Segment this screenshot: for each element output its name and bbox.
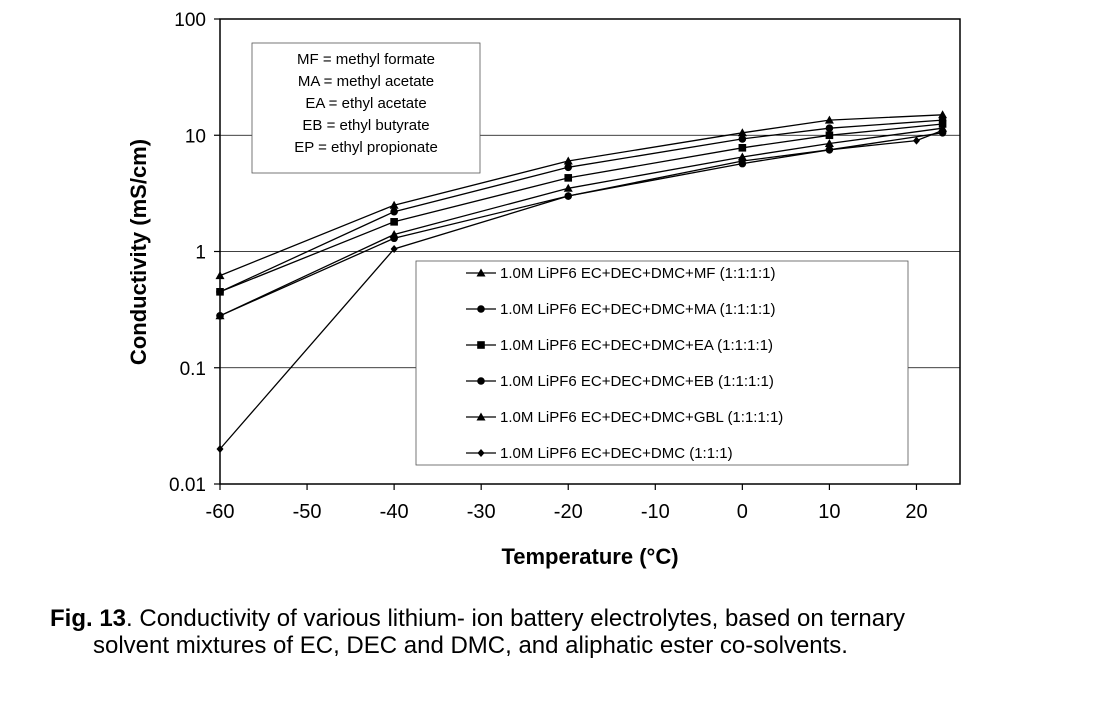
data-point	[216, 288, 224, 296]
data-point	[738, 143, 747, 152]
data-point	[912, 136, 920, 145]
legend-item: 1.0M LiPF6 EC+DEC+DMC+GBL (1:1:1:1)	[466, 409, 783, 426]
data-point	[390, 245, 398, 254]
data-point	[737, 152, 747, 161]
x-tick-label: -30	[467, 501, 496, 523]
data-point	[389, 230, 399, 239]
data-point	[216, 445, 224, 454]
data-point	[939, 126, 947, 135]
x-tick-label: 0	[737, 501, 748, 523]
series-line	[219, 123, 943, 293]
y-axis-label: Conductivity (mS/cm)	[126, 139, 151, 365]
legend: 1.0M LiPF6 EC+DEC+DMC+MF (1:1:1:1) 1.0M L…	[415, 260, 909, 466]
data-point	[825, 124, 834, 132]
data-point	[737, 128, 747, 137]
legend-marker	[477, 341, 485, 349]
abbreviation-line: EA = ethyl acetate	[305, 95, 426, 112]
data-point	[563, 156, 573, 165]
figure-caption: Fig. 13. Conductivity of various lithium…	[50, 605, 1090, 659]
x-axis-label: Temperature (°C)	[501, 544, 678, 569]
legend-label: 1.0M LiPF6 EC+DEC+DMC+EA (1:1:1:1)	[500, 337, 773, 354]
y-tick-label: 1	[195, 243, 206, 264]
data-point	[390, 207, 398, 216]
legend-item: 1.0M LiPF6 EC+DEC+DMC+EA (1:1:1:1)	[466, 337, 773, 354]
data-point	[938, 110, 948, 119]
series-line	[219, 132, 943, 317]
data-point	[564, 163, 573, 172]
data-point	[824, 115, 834, 124]
data-point	[564, 192, 572, 201]
legend-label: 1.0M LiPF6 EC+DEC+DMC+MA (1:1:1:1)	[500, 301, 776, 318]
series-6	[216, 126, 947, 454]
data-point	[563, 183, 573, 192]
legend-marker	[477, 305, 485, 313]
conductivity-chart: 0.01 0.1 1 10 100 -60 -50 -40 -30 -20 -10 0 10 20 Con…	[126, 10, 961, 569]
legend-marker	[477, 449, 485, 457]
y-tick-label: 10	[185, 126, 206, 147]
x-tick-label: 10	[818, 501, 840, 523]
series-line	[219, 114, 943, 277]
legend-label: 1.0M LiPF6 EC+DEC+DMC (1:1:1)	[500, 445, 733, 462]
legend-item: 1.0M LiPF6 EC+DEC+DMC+MA (1:1:1:1)	[466, 301, 776, 318]
x-tick-label: 20	[905, 501, 927, 523]
legend-marker	[477, 377, 485, 385]
series-layer	[215, 110, 948, 454]
y-tick-label: 100	[174, 10, 206, 31]
data-point	[390, 218, 398, 226]
legend-item: 1.0M LiPF6 EC+DEC+DMC+EB (1:1:1:1)	[466, 373, 774, 390]
legend-marker	[476, 268, 486, 277]
series-line	[219, 127, 943, 317]
axes-layer: 0.01 0.1 1 10 100 -60 -50 -40 -30 -20 -10 0 10 20	[169, 10, 928, 523]
x-tick-label: -50	[293, 501, 322, 523]
legend-item: 1.0M LiPF6 EC+DEC+DMC (1:1:1)	[466, 445, 733, 462]
legend-label: 1.0M LiPF6 EC+DEC+DMC+EB (1:1:1:1)	[500, 373, 774, 390]
data-point	[738, 135, 747, 143]
abbreviation-box: MF = methyl formate MA = methyl acetate EA…	[251, 42, 481, 174]
abbreviation-line: EB = ethyl butyrate	[302, 117, 429, 134]
data-point	[825, 131, 834, 140]
series-1	[215, 110, 948, 280]
figure-number: Fig. 13	[50, 605, 127, 632]
data-point	[389, 200, 399, 209]
data-point	[824, 138, 834, 147]
series-5	[215, 123, 948, 320]
caption-line-2: solvent mixtures of EC, DEC and DMC, and…	[93, 632, 848, 659]
data-point	[738, 157, 746, 166]
x-tick-label: -60	[206, 501, 235, 523]
x-tick-label: -20	[554, 501, 583, 523]
caption-line-1: . Conductivity of various lithium- ion b…	[126, 605, 906, 632]
legend-marker	[476, 412, 486, 421]
x-tick-label: -40	[380, 501, 409, 523]
x-tick-label: -10	[641, 501, 670, 523]
legend-label: 1.0M LiPF6 EC+DEC+DMC+GBL (1:1:1:1)	[500, 409, 783, 426]
abbreviation-line: MF = methyl formate	[297, 51, 435, 68]
data-point	[825, 145, 833, 154]
y-tick-label: 0.1	[180, 359, 206, 380]
legend-frame	[415, 260, 909, 466]
legend-label: 1.0M LiPF6 EC+DEC+DMC+MF (1:1:1:1)	[500, 265, 776, 282]
abbreviation-line: MA = methyl acetate	[298, 73, 434, 90]
data-point	[215, 311, 225, 320]
abbreviation-box-frame	[251, 42, 481, 174]
abbreviation-line: EP = ethyl propionate	[294, 139, 438, 156]
data-point	[215, 271, 225, 280]
y-tick-label: 0.01	[169, 475, 206, 496]
series-line	[219, 119, 943, 293]
legend-item: 1.0M LiPF6 EC+DEC+DMC+MF (1:1:1:1)	[466, 265, 776, 282]
data-point	[564, 174, 573, 182]
